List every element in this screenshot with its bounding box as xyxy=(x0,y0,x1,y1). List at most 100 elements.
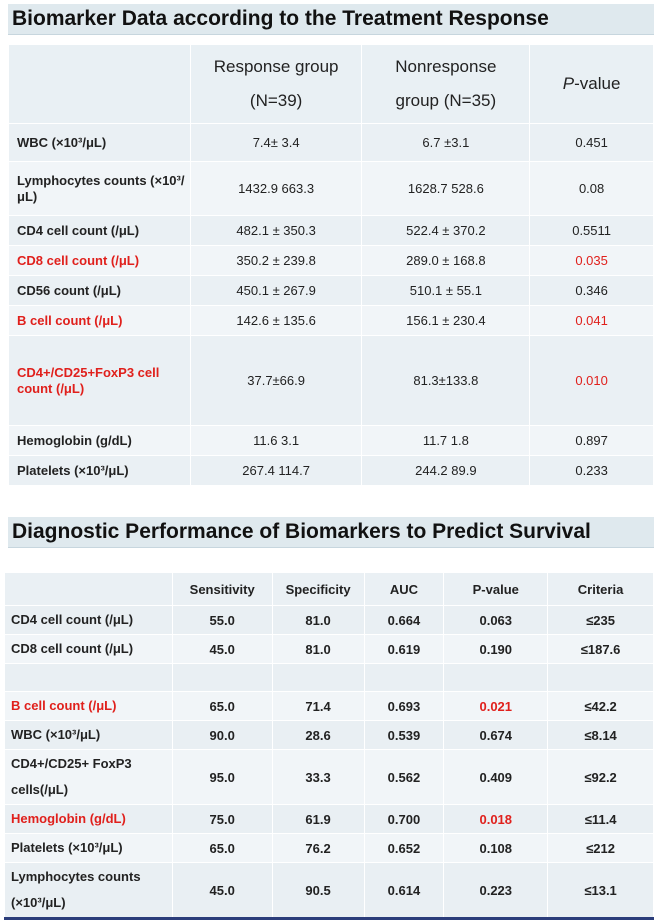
table2-row: CD4 cell count (/μL) 55.0 81.0 0.664 0.063 ≤2… xyxy=(4,605,654,635)
sensitivity-value: 55.0 xyxy=(171,605,273,635)
auc-value: 0.664 xyxy=(363,605,445,635)
auc-value: 0.652 xyxy=(363,833,445,863)
response-group-n: (N=39) xyxy=(249,91,303,110)
biomarker-label: CD4+/CD25+ FoxP3 cells(/μL) xyxy=(4,749,173,805)
specificity-value: 90.5 xyxy=(271,862,365,919)
table2-row: CD4+/CD25+ FoxP3 cells(/μL) 95.0 33.3 0.562… xyxy=(4,749,654,805)
criteria-value: ≤8.14 xyxy=(547,720,654,750)
auc-value xyxy=(363,663,445,692)
sensitivity-value: 45.0 xyxy=(171,634,273,664)
specificity-value: 61.9 xyxy=(271,804,365,834)
table1-header-pvalue: P-value xyxy=(529,44,654,124)
treatment-response-table: Response group (N=39) Nonresponse group … xyxy=(8,44,654,486)
biomarker-label: CD8 cell count (/μL) xyxy=(4,634,173,664)
biomarker-label: WBC (×10³/μL) xyxy=(8,123,191,162)
table1-header-nonresponse: Nonresponse group (N=35) xyxy=(361,44,531,124)
p-value: 0.409 xyxy=(443,749,549,805)
biomarker-label: CD56 count (/μL) xyxy=(8,275,191,306)
specificity-value: 81.0 xyxy=(271,634,365,664)
p-value: 0.223 xyxy=(443,862,549,919)
response-value: 37.7±66.9 xyxy=(189,335,363,426)
table2-row: Hemoglobin (g/dL) 75.0 61.9 0.700 0.018 ≤11.4 xyxy=(4,804,654,834)
p-value: 0.010 xyxy=(529,335,654,426)
biomarker-label: CD4+/CD25+FoxP3 cell count (/μL) xyxy=(8,335,191,426)
criteria-value: ≤235 xyxy=(547,605,654,635)
auc-value: 0.693 xyxy=(363,691,445,721)
biomarker-label: Platelets (×10³/μL) xyxy=(4,833,173,863)
criteria-value: ≤212 xyxy=(547,833,654,863)
pvalue-italic-p: P xyxy=(562,74,575,93)
criteria-value: ≤92.2 xyxy=(547,749,654,805)
specificity-value xyxy=(271,663,365,692)
table1-row: WBC (×10³/μL) 7.4± 3.4 6.7 ±3.1 0.451 xyxy=(8,123,654,162)
response-value: 350.2 ± 239.8 xyxy=(189,245,363,276)
nonresponse-value: 11.7 1.8 xyxy=(361,425,531,456)
table1-row: Hemoglobin (g/dL) 11.6 3.1 11.7 1.8 0.897 xyxy=(8,425,654,456)
biomarker-label xyxy=(4,663,173,692)
table2-row: Lymphocytes counts (×10³/μL) 45.0 90.5 0.61… xyxy=(4,862,654,919)
nonresponse-group-label: Nonresponse xyxy=(395,57,497,76)
p-value: 0.190 xyxy=(443,634,549,664)
auc-value: 0.619 xyxy=(363,634,445,664)
response-value: 7.4± 3.4 xyxy=(189,123,363,162)
sensitivity-value: 45.0 xyxy=(171,862,273,919)
response-value: 11.6 3.1 xyxy=(189,425,363,456)
table1-header-response: Response group (N=39) xyxy=(189,44,363,124)
table1-title: Biomarker Data according to the Treatmen… xyxy=(12,7,549,30)
response-value: 482.1 ± 350.3 xyxy=(189,215,363,246)
auc-value: 0.539 xyxy=(363,720,445,750)
table1-header-blank xyxy=(8,44,191,124)
p-value: 0.063 xyxy=(443,605,549,635)
auc-header: AUC xyxy=(363,572,445,606)
pvalue-suffix: -value xyxy=(574,74,621,93)
auc-value: 0.700 xyxy=(363,804,445,834)
table1-row: B cell count (/μL) 142.6 ± 135.6 156.1 ± 2… xyxy=(8,305,654,336)
p-value: 0.035 xyxy=(529,245,654,276)
criteria-value: ≤13.1 xyxy=(547,862,654,919)
table2-row: B cell count (/μL) 65.0 71.4 0.693 0.021 ≤42.… xyxy=(4,691,654,721)
specificity-value: 81.0 xyxy=(271,605,365,635)
table2-row: CD8 cell count (/μL) 45.0 81.0 0.619 0.190 ≤1… xyxy=(4,634,654,664)
criteria-value: ≤11.4 xyxy=(547,804,654,834)
nonresponse-value: 6.7 ±3.1 xyxy=(361,123,531,162)
nonresponse-value: 156.1 ± 230.4 xyxy=(361,305,531,336)
nonresponse-group-n: group (N=35) xyxy=(395,91,497,110)
p-value: 0.5511 xyxy=(529,215,654,246)
table2-title: Diagnostic Performance of Biomarkers to … xyxy=(12,520,591,543)
table2-spacer-row xyxy=(4,663,654,692)
criteria-header: Criteria xyxy=(547,572,654,606)
biomarker-label: WBC (×10³/μL) xyxy=(4,720,173,750)
nonresponse-value: 289.0 ± 168.8 xyxy=(361,245,531,276)
table2-row: WBC (×10³/μL) 90.0 28.6 0.539 0.674 ≤8.14 xyxy=(4,720,654,750)
nonresponse-value: 1628.7 528.6 xyxy=(361,161,531,216)
sensitivity-value: 95.0 xyxy=(171,749,273,805)
auc-value: 0.562 xyxy=(363,749,445,805)
table1-row: CD56 count (/μL) 450.1 ± 267.9 510.1 ± 55.… xyxy=(8,275,654,306)
table1-title-bar: Biomarker Data according to the Treatmen… xyxy=(8,4,654,35)
biomarker-label: B cell count (/μL) xyxy=(8,305,191,336)
specificity-value: 71.4 xyxy=(271,691,365,721)
nonresponse-value: 81.3±133.8 xyxy=(361,335,531,426)
sensitivity-header: Sensitivity xyxy=(171,572,273,606)
specificity-value: 76.2 xyxy=(271,833,365,863)
biomarker-label: Platelets (×10³/μL) xyxy=(8,455,191,486)
p-value: 0.451 xyxy=(529,123,654,162)
sensitivity-value: 65.0 xyxy=(171,833,273,863)
sensitivity-value: 75.0 xyxy=(171,804,273,834)
p-value: 0.041 xyxy=(529,305,654,336)
table2-row: Platelets (×10³/μL) 65.0 76.2 0.652 0.108 ≤21… xyxy=(4,833,654,863)
criteria-value: ≤42.2 xyxy=(547,691,654,721)
nonresponse-value: 522.4 ± 370.2 xyxy=(361,215,531,246)
p-value: 0.346 xyxy=(529,275,654,306)
table1-row: CD4 cell count (/μL) 482.1 ± 350.3 522.4 ±… xyxy=(8,215,654,246)
response-value: 142.6 ± 135.6 xyxy=(189,305,363,336)
p-value: 0.018 xyxy=(443,804,549,834)
response-group-label: Response group xyxy=(213,57,339,76)
response-value: 267.4 114.7 xyxy=(189,455,363,486)
specificity-value: 33.3 xyxy=(271,749,365,805)
criteria-value xyxy=(547,663,654,692)
p-value: 0.233 xyxy=(529,455,654,486)
table2-title-bar: Diagnostic Performance of Biomarkers to … xyxy=(8,517,654,548)
biomarker-label: B cell count (/μL) xyxy=(4,691,173,721)
biomarker-label: CD8 cell count (/μL) xyxy=(8,245,191,276)
